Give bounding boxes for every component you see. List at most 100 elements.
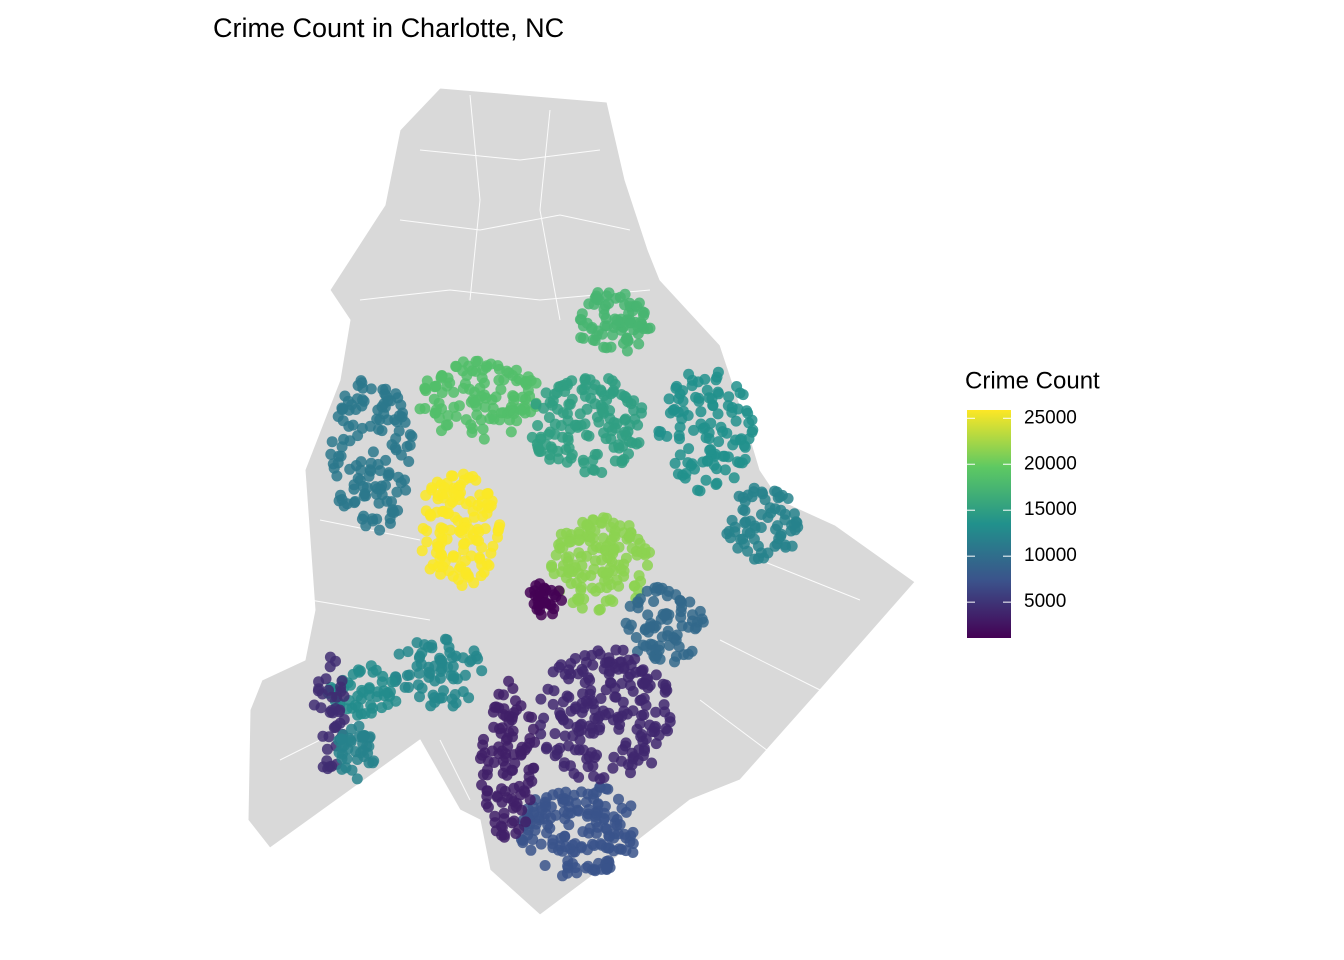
- crime-point: [620, 845, 632, 857]
- crime-point: [345, 734, 357, 746]
- crime-point: [637, 736, 649, 747]
- crime-point: [562, 808, 574, 820]
- crime-point: [589, 398, 601, 410]
- crime-point: [627, 685, 639, 697]
- crime-point: [595, 384, 607, 396]
- crime-point: [355, 456, 367, 468]
- crime-point: [623, 532, 635, 544]
- crime-point: [498, 831, 510, 843]
- crime-point: [504, 405, 516, 416]
- crime-point: [351, 773, 363, 785]
- crime-point: [675, 606, 687, 618]
- crime-point: [630, 545, 642, 557]
- crime-point: [538, 712, 550, 724]
- crime-point: [422, 641, 434, 653]
- crime-point: [485, 547, 497, 559]
- crime-point: [353, 720, 365, 732]
- crime-point: [437, 523, 449, 535]
- crime-point: [513, 403, 525, 415]
- crime-point: [566, 393, 578, 405]
- crime-point: [596, 328, 608, 340]
- crime-point: [603, 842, 615, 854]
- crime-point: [507, 683, 519, 694]
- crime-point: [603, 652, 615, 664]
- crime-point: [596, 554, 608, 566]
- points: [308, 287, 804, 882]
- crime-point: [529, 824, 541, 836]
- crime-point: [436, 655, 448, 667]
- crime-point: [475, 753, 486, 764]
- crime-point: [560, 841, 572, 853]
- crime-point: [581, 429, 592, 441]
- crime-point: [391, 416, 403, 428]
- crime-point: [386, 496, 397, 508]
- colorbar-tick-label: 20000: [1024, 453, 1077, 474]
- crime-point: [447, 652, 458, 663]
- crime-point: [705, 444, 717, 455]
- crime-point: [331, 470, 343, 482]
- crime-point: [631, 300, 643, 312]
- crime-point: [617, 644, 629, 656]
- crime-point: [617, 696, 629, 708]
- crime-point: [593, 604, 605, 616]
- crime-point: [535, 693, 547, 705]
- crime-point: [741, 526, 753, 538]
- crime-point: [653, 644, 665, 656]
- crime-point: [729, 526, 741, 538]
- crime-point: [543, 412, 555, 423]
- crime-point: [378, 690, 390, 702]
- crime-point: [515, 789, 527, 801]
- crime-point: [539, 860, 551, 871]
- crime-point: [544, 822, 556, 834]
- crime-point: [561, 408, 573, 420]
- crime-point: [492, 531, 503, 543]
- crime-point: [493, 741, 505, 753]
- crime-point: [358, 510, 370, 522]
- crime-point: [443, 641, 455, 653]
- crime-point: [577, 744, 589, 756]
- crime-point: [535, 609, 547, 621]
- crime-point: [611, 574, 623, 586]
- crime-point: [607, 762, 619, 774]
- crime-point: [321, 755, 333, 767]
- crime-point: [627, 705, 639, 717]
- crime-point: [617, 744, 629, 756]
- crime-point: [640, 623, 652, 635]
- crime-point: [522, 384, 534, 396]
- crime-point: [464, 383, 475, 395]
- crime-point: [342, 395, 354, 407]
- crime-point: [404, 429, 416, 441]
- crime-point: [601, 568, 613, 580]
- crime-point: [547, 789, 559, 801]
- crime-point: [559, 831, 571, 843]
- crime-point: [437, 492, 449, 504]
- colorbar-tick-label: 15000: [1024, 499, 1077, 520]
- crime-point: [568, 768, 580, 779]
- crime-point: [620, 617, 632, 629]
- crime-point: [433, 692, 445, 704]
- crime-point: [557, 870, 568, 882]
- crime-point: [582, 860, 594, 872]
- crime-point: [463, 692, 475, 704]
- crime-point: [525, 844, 537, 856]
- crime-point: [566, 449, 578, 460]
- crime-point: [365, 699, 377, 711]
- crime-point: [555, 659, 567, 671]
- crime-point: [380, 479, 391, 491]
- crime-point: [433, 412, 445, 424]
- crime-point: [489, 810, 501, 822]
- crime-point: [392, 471, 404, 483]
- crime-point: [501, 365, 513, 377]
- crime-point: [476, 665, 488, 677]
- crime-point: [703, 433, 715, 445]
- crime-point: [336, 741, 348, 753]
- crime-point: [510, 801, 522, 813]
- crime-point: [583, 827, 595, 839]
- crime-point: [367, 757, 379, 769]
- crime-point: [507, 725, 519, 737]
- crime-point: [627, 838, 639, 849]
- crime-point: [395, 399, 407, 411]
- crime-point: [608, 529, 620, 541]
- crime-point: [517, 837, 529, 849]
- crime-point: [684, 596, 696, 608]
